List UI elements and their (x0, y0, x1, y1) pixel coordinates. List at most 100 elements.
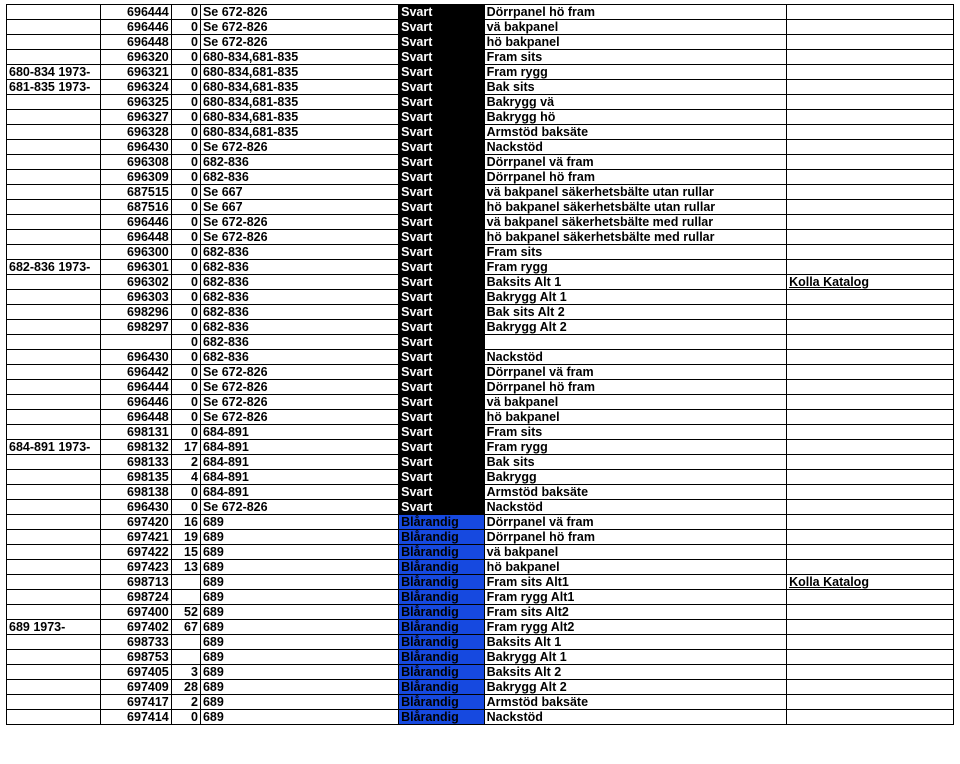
desc-cell: Armstöd baksäte (484, 125, 786, 140)
qty-cell: 0 (171, 710, 200, 725)
note-cell (787, 20, 954, 35)
id-cell: 698133 (100, 455, 171, 470)
id-cell: 697400 (100, 605, 171, 620)
model-cell: Se 672-826 (200, 230, 398, 245)
qty-cell: 0 (171, 320, 200, 335)
id-cell: 696308 (100, 155, 171, 170)
qty-cell: 0 (171, 35, 200, 50)
color-cell: Svart (399, 155, 485, 170)
qty-cell: 15 (171, 545, 200, 560)
group-cell: 682-836 1973- (7, 260, 101, 275)
table-row: 6964480Se 672-826Svarthö bakpanel (7, 410, 954, 425)
table-row: 6981354684-891SvartBakrygg (7, 470, 954, 485)
desc-cell: Baksits Alt 1 (484, 275, 786, 290)
group-cell (7, 50, 101, 65)
group-cell (7, 320, 101, 335)
note-cell (787, 170, 954, 185)
model-cell: 680-834,681-835 (200, 50, 398, 65)
table-row: 682-836 1973-6963010682-836SvartFram ryg… (7, 260, 954, 275)
desc-cell: Fram sits Alt1 (484, 575, 786, 590)
group-cell (7, 455, 101, 470)
desc-cell: Bak sits (484, 455, 786, 470)
color-cell: Svart (399, 380, 485, 395)
group-cell: 684-891 1973- (7, 440, 101, 455)
qty-cell: 0 (171, 140, 200, 155)
model-cell: 684-891 (200, 470, 398, 485)
color-cell: Svart (399, 470, 485, 485)
table-row: 6963030682-836SvartBakrygg Alt 1 (7, 290, 954, 305)
table-row: 69742313689Blårandighö bakpanel (7, 560, 954, 575)
desc-cell: Bakrygg Alt 2 (484, 680, 786, 695)
id-cell: 696300 (100, 245, 171, 260)
id-cell: 696320 (100, 50, 171, 65)
color-cell: Svart (399, 275, 485, 290)
model-cell: 689 (200, 665, 398, 680)
id-cell: 698753 (100, 650, 171, 665)
color-cell: Svart (399, 35, 485, 50)
group-cell (7, 140, 101, 155)
table-row: 6963280680-834,681-835SvartArmstöd baksä… (7, 125, 954, 140)
qty-cell: 17 (171, 440, 200, 455)
color-cell: Svart (399, 335, 485, 350)
desc-cell: vä bakpanel säkerhetsbälte utan rullar (484, 185, 786, 200)
group-cell (7, 695, 101, 710)
desc-cell: Fram rygg (484, 260, 786, 275)
table-row: 684-891 1973-69813217684-891SvartFram ry… (7, 440, 954, 455)
model-cell: Se 672-826 (200, 380, 398, 395)
note-cell (787, 590, 954, 605)
desc-cell: Bak sits Alt 2 (484, 305, 786, 320)
group-cell (7, 110, 101, 125)
note-cell (787, 395, 954, 410)
desc-cell: Dörrpanel hö fram (484, 530, 786, 545)
qty-cell: 0 (171, 65, 200, 80)
color-cell: Blårandig (399, 575, 485, 590)
model-cell: 682-836 (200, 245, 398, 260)
desc-cell: Fram rygg (484, 65, 786, 80)
model-cell: 684-891 (200, 425, 398, 440)
color-cell: Svart (399, 200, 485, 215)
table-row: 6964460Se 672-826Svartvä bakpanel säkerh… (7, 215, 954, 230)
id-cell: 698297 (100, 320, 171, 335)
desc-cell: Bakrygg (484, 470, 786, 485)
qty-cell: 0 (171, 275, 200, 290)
desc-cell: Dörrpanel vä fram (484, 365, 786, 380)
note-cell (787, 635, 954, 650)
qty-cell: 0 (171, 80, 200, 95)
note-cell (787, 80, 954, 95)
desc-cell: Nackstöd (484, 140, 786, 155)
table-row: 6964420Se 672-826SvartDörrpanel vä fram (7, 365, 954, 380)
group-cell (7, 95, 101, 110)
desc-cell: Fram rygg Alt2 (484, 620, 786, 635)
table-row: 6974172689BlårandigArmstöd baksäte (7, 695, 954, 710)
table-row: 698753689BlårandigBakrygg Alt 1 (7, 650, 954, 665)
group-cell (7, 500, 101, 515)
model-cell: 682-836 (200, 260, 398, 275)
note-cell (787, 545, 954, 560)
color-cell: Svart (399, 410, 485, 425)
model-cell: 682-836 (200, 170, 398, 185)
id-cell: 696444 (100, 5, 171, 20)
model-cell: Se 672-826 (200, 500, 398, 515)
qty-cell: 0 (171, 350, 200, 365)
id-cell: 697417 (100, 695, 171, 710)
table-row: 6964480Se 672-826Svarthö bakpanel säkerh… (7, 230, 954, 245)
model-cell: 689 (200, 575, 398, 590)
model-cell: 689 (200, 560, 398, 575)
qty-cell: 0 (171, 230, 200, 245)
qty-cell: 67 (171, 620, 200, 635)
group-cell (7, 305, 101, 320)
table-row: 69740928689BlårandigBakrygg Alt 2 (7, 680, 954, 695)
id-cell: 696448 (100, 230, 171, 245)
model-cell: 689 (200, 635, 398, 650)
note-cell (787, 530, 954, 545)
desc-cell: Fram sits (484, 50, 786, 65)
table-row: 6963200680-834,681-835SvartFram sits (7, 50, 954, 65)
id-cell: 698135 (100, 470, 171, 485)
qty-cell: 3 (171, 665, 200, 680)
desc-cell: hö bakpanel (484, 560, 786, 575)
qty-cell: 0 (171, 95, 200, 110)
qty-cell: 19 (171, 530, 200, 545)
note-cell (787, 485, 954, 500)
table-row: 698724689BlårandigFram rygg Alt1 (7, 590, 954, 605)
id-cell: 696328 (100, 125, 171, 140)
